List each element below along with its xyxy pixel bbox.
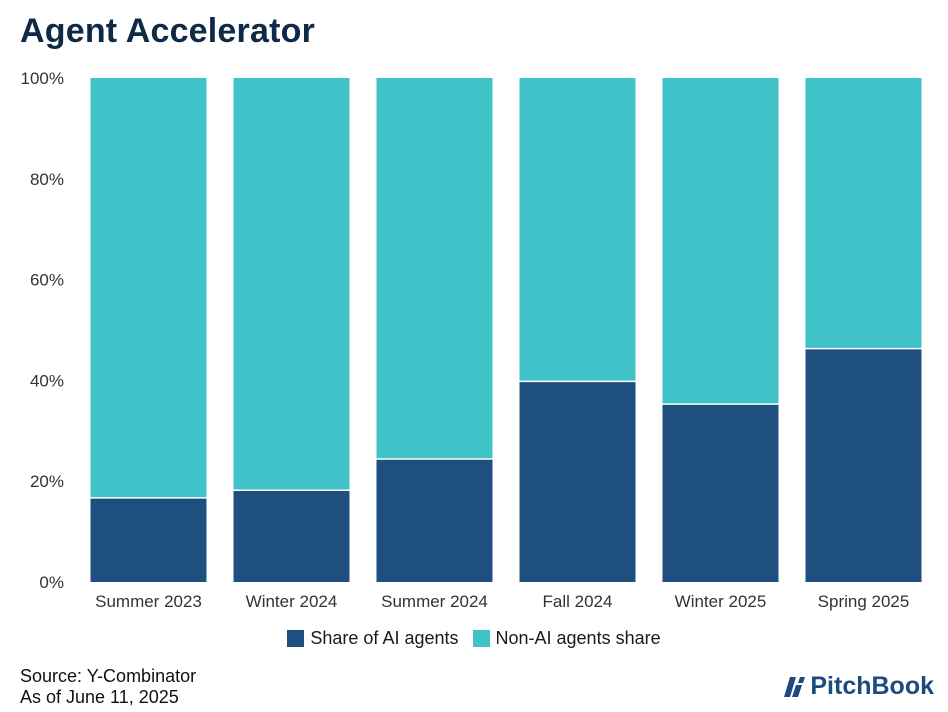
bar-segment-non-ai: [90, 78, 207, 498]
bar-segment-ai: [90, 497, 207, 582]
y-tick-label: 100%: [21, 69, 64, 88]
legend-item-non-ai: Non-AI agents share: [472, 628, 661, 649]
pitchbook-mark-icon: [784, 676, 806, 697]
chart-legend: Share of AI agents Non-AI agents share: [0, 628, 948, 649]
bar-segment-ai: [662, 404, 779, 582]
as-of-note: As of June 11, 2025: [20, 687, 179, 707]
bar-segment-ai: [233, 490, 350, 582]
y-tick-label: 60%: [30, 271, 64, 290]
legend-swatch-non-ai: [472, 630, 490, 647]
bar-segment-ai: [805, 348, 922, 582]
pitchbook-logo: PitchBook: [780, 672, 934, 701]
y-tick-label: 0%: [39, 573, 64, 592]
chart-title: Agent Accelerator: [20, 12, 316, 50]
legend-item-ai: Share of AI agents: [287, 628, 459, 649]
bar-segment-non-ai: [233, 78, 350, 491]
legend-swatch-ai: [287, 630, 305, 647]
y-tick-label: 40%: [30, 371, 64, 390]
x-tick-label: Spring 2025: [818, 592, 910, 611]
legend-label-non-ai: Non-AI agents share: [495, 628, 661, 648]
x-tick-label: Summer 2023: [95, 592, 202, 611]
bar-segment-non-ai: [805, 78, 922, 349]
logo-text: PitchBook: [810, 672, 934, 700]
bar-segment-non-ai: [662, 78, 779, 405]
x-tick-label: Fall 2024: [543, 592, 613, 611]
legend-label-ai: Share of AI agents: [310, 628, 459, 648]
x-tick-label: Summer 2024: [381, 592, 488, 611]
y-tick-label: 80%: [30, 170, 64, 189]
bar-segment-ai: [376, 459, 493, 582]
x-tick-label: Winter 2024: [246, 592, 338, 611]
bar-segment-ai: [519, 381, 636, 582]
source-note: Source: Y-Combinator: [20, 666, 197, 686]
bar-segment-non-ai: [519, 78, 636, 382]
x-tick-label: Winter 2025: [675, 592, 767, 611]
bar-segment-non-ai: [376, 78, 493, 460]
y-tick-label: 20%: [30, 472, 64, 491]
footer: Source: Y-Combinator As of June 11, 2025: [20, 666, 196, 708]
stacked-bar-chart: 0% 20% 40% 60% 80% 100% Summer 2023 Winter 2024…: [21, 69, 922, 611]
